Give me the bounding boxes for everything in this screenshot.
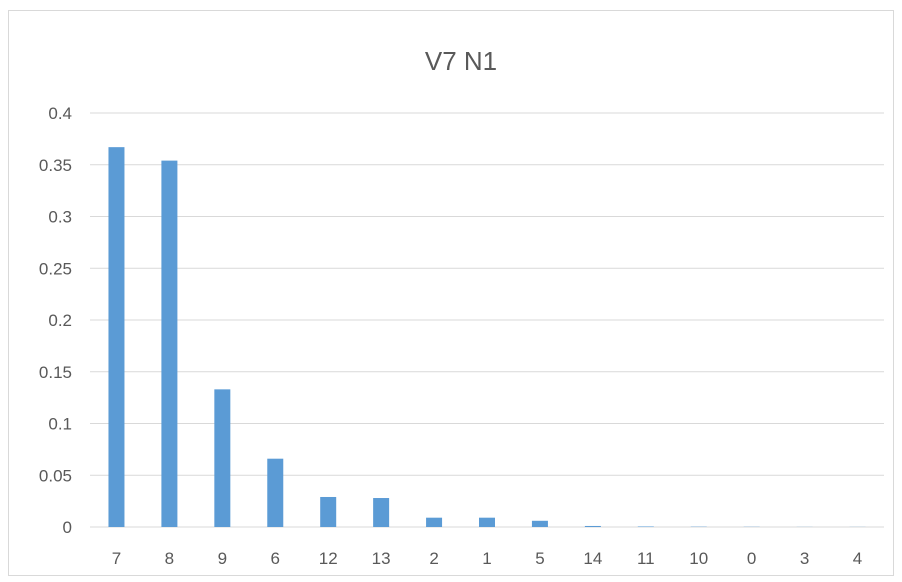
y-tick-label: 0.2 [48,311,72,330]
bar [108,147,125,527]
x-tick-label: 10 [689,549,708,568]
y-tick-label: 0.15 [39,363,72,382]
gridlines [90,112,884,528]
x-tick-label: 6 [271,549,280,568]
x-tick-label: 0 [747,549,756,568]
y-tick-label: 0.25 [39,259,72,278]
bar [161,160,178,528]
y-tick-label: 0.1 [48,415,72,434]
y-axis-tick-labels: 0 0.05 0.1 0.15 0.2 0.25 0.3 0.35 0.4 [39,104,72,537]
bar [320,496,337,527]
bars [108,147,866,528]
x-tick-label: 2 [429,549,438,568]
bar [426,517,443,527]
bar [373,498,390,527]
x-tick-label: 4 [853,549,862,568]
bar [637,526,654,527]
bar [214,389,231,527]
x-tick-label: 5 [535,549,544,568]
x-tick-label: 11 [637,549,655,568]
bar [479,517,495,527]
y-tick-label: 0.4 [48,104,72,123]
bar [584,525,601,527]
y-tick-label: 0 [63,518,72,537]
chart-title: V7 N1 [425,46,497,76]
x-tick-label: 13 [372,549,391,568]
bar [267,458,284,527]
x-tick-label: 7 [112,549,121,568]
y-tick-label: 0.35 [39,156,72,175]
x-tick-label: 8 [165,549,174,568]
x-tick-label: 9 [218,549,227,568]
x-tick-label: 14 [583,549,602,568]
bar [531,520,548,527]
x-tick-label: 1 [482,549,491,568]
x-tick-label: 3 [800,549,809,568]
y-tick-label: 0.05 [39,466,72,485]
x-axis-tick-labels: 7 8 9 6 12 13 2 1 5 14 11 10 0 3 4 [112,549,863,568]
y-tick-label: 0.3 [48,208,72,227]
chart-area [8,10,894,576]
x-tick-label: 12 [319,549,338,568]
